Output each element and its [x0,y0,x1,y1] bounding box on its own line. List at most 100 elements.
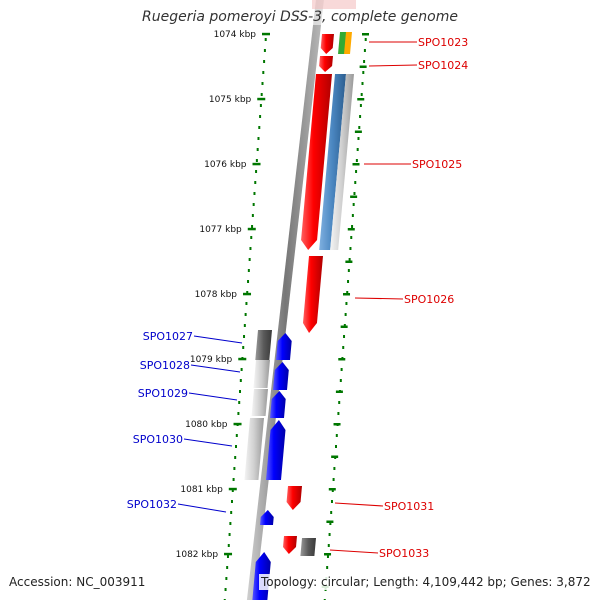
gene-spo1033-feature[interactable] [283,536,297,554]
tick-dot [351,225,354,228]
tick-dot [344,313,347,316]
tick-dot [333,467,336,470]
tick-dot [249,247,252,250]
gene-spo1029-feature[interactable] [270,391,286,418]
tick-label: 1076 kbp [204,160,247,170]
tick-dot [361,82,364,85]
tick-dot [358,126,361,129]
tick-dot [360,93,363,96]
gene-label[interactable]: SPO1031 [384,500,434,513]
tick-dot [357,137,360,140]
tick-minor [324,553,332,556]
tick-dot [327,544,330,547]
tick-dot [259,104,262,107]
gene-spo1024-feature[interactable] [319,56,333,72]
tick-dot [347,269,350,272]
gene-labels: SPO1023 SPO1024 SPO1025 SPO1026 SPO1027 SPO10… [127,36,469,560]
tick-minor [335,390,343,393]
gene-label[interactable]: SPO1032 [127,498,177,511]
tick-dot [326,555,329,558]
tick-dot [359,104,362,107]
tick-dot [233,467,236,470]
tick-dot [334,445,337,448]
homology-band [330,74,354,250]
gene-label-leader [188,392,238,401]
gene-spo1030-feature[interactable] [266,420,286,480]
gene-label[interactable]: SPO1033 [379,547,429,560]
scale-ticks: 1074 kbp 1075 kbp 1076 kbp 1077 kbp 1078 kbp… [176,30,369,588]
tick-dot [261,82,264,85]
tick-dot [247,280,250,283]
tick-dot [247,269,250,272]
gene-label[interactable]: SPO1026 [404,293,454,306]
tick-minor [328,488,336,491]
chromosome-backbone [246,0,356,600]
tick-minor [340,325,348,328]
tick-minor [343,293,351,296]
tick-minor [354,130,362,133]
homology-band [344,32,352,54]
tick-dot [248,258,251,261]
tick-dot [363,60,366,63]
tick-dot [343,335,346,338]
gene-spo1031-feature[interactable] [286,486,302,510]
tick-dot [243,324,246,327]
tick-dot [346,291,349,294]
gene-spo1023-feature[interactable] [320,34,334,54]
gene-label[interactable]: SPO1027 [143,330,193,343]
tick-dot [359,115,362,118]
tick-minor [333,423,341,426]
tick-label: 1075 kbp [209,95,252,105]
tick-minor [352,163,360,166]
tick-dot [224,588,227,591]
tick-dot [342,346,345,349]
gene-label[interactable]: SPO1028 [140,359,190,372]
tick-major [238,357,247,361]
tick-minor [350,195,358,198]
tick-dot [347,280,350,283]
gene-spo1026-feature[interactable] [302,256,323,333]
gene-label[interactable]: SPO1024 [418,59,468,72]
tick-dot [231,489,234,492]
homology-band [253,360,270,388]
tick-dot [246,291,249,294]
gene-spo1027-feature[interactable] [276,333,292,360]
tick-dot [353,192,356,195]
tick-major [228,487,237,491]
gene-label[interactable]: SPO1023 [418,36,468,49]
tick-label: 1074 kbp [214,30,257,40]
tick-dot [251,225,254,228]
tick-dot [329,522,332,525]
tick-dot [226,566,229,569]
gene-label[interactable]: SPO1030 [133,433,183,446]
tick-dot [257,137,260,140]
gene-label-leader [329,549,379,554]
tick-label: 1078 kbp [195,290,238,300]
tick-minor [331,455,339,458]
tick-dot [252,203,255,206]
backbone-line [246,0,324,600]
gene-spo1032-feature[interactable] [260,510,274,525]
gene-label-leader [368,64,418,67]
gene-spo1028-feature[interactable] [273,362,289,390]
tick-major [262,32,270,36]
tick-dot [335,434,338,437]
tick-dot [239,379,242,382]
tick-dot [355,170,358,173]
gene-label[interactable]: SPO1025 [412,158,462,171]
tick-dot [228,533,231,536]
accession-label: Accession: NC_003911 [7,574,148,590]
tick-dot [232,478,235,481]
homology-band [251,389,268,416]
gene-spo1025-feature[interactable] [301,74,332,250]
tick-dot [330,511,333,514]
tick-label: 1082 kbp [176,550,219,560]
tick-dot [239,390,242,393]
tick-dot [259,115,262,118]
tick-dot [351,214,354,217]
gene-label[interactable]: SPO1029 [138,387,188,400]
tick-dot [364,38,367,41]
tick-dot [234,456,237,459]
tick-dot [264,38,267,41]
